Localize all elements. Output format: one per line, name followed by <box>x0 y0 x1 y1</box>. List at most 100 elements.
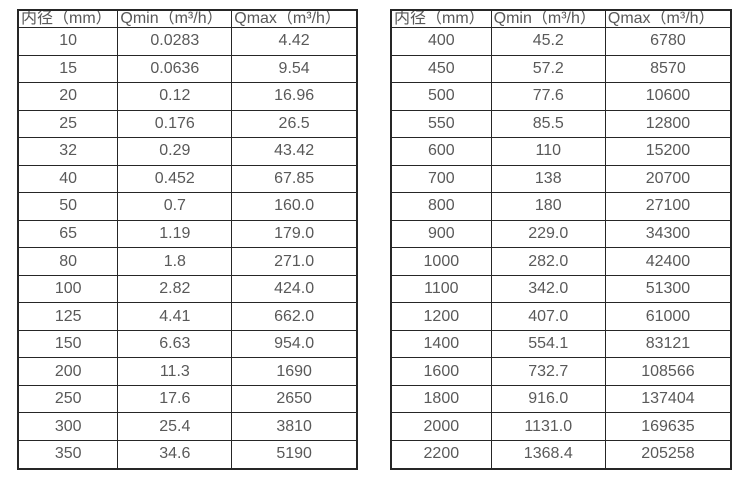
table-row: 350 34.6 5190 <box>17 439 358 470</box>
table-row: 550 85.5 12800 <box>390 109 732 139</box>
table-cell: 150 <box>17 329 119 359</box>
table-cell: 10 <box>17 27 119 56</box>
table-cell: 916.0 <box>490 384 606 414</box>
table-cell: 2.82 <box>117 274 233 304</box>
table-cell: 1690 <box>231 357 358 386</box>
table-cell: 125 <box>17 302 119 331</box>
table-row: 2200 1368.4 205258 <box>390 439 732 470</box>
table-cell: 45.2 <box>490 27 606 56</box>
table-cell: 0.0636 <box>117 54 233 84</box>
table-row: 400 45.2 6780 <box>390 27 732 56</box>
column-header: Qmin（m³/h） <box>117 9 233 28</box>
table-cell: 2000 <box>390 412 492 441</box>
table-cell: 450 <box>390 54 492 84</box>
table-row: 40 0.452 67.85 <box>17 164 358 194</box>
table-cell: 1600 <box>390 357 492 386</box>
table-cell: 16.96 <box>231 82 358 111</box>
table-cell: 424.0 <box>231 274 358 304</box>
table-cell: 1.19 <box>117 219 233 249</box>
table-cell: 27100 <box>604 192 732 221</box>
table-row: 1400 554.1 83121 <box>390 329 732 359</box>
table-row: 1600 732.7 108566 <box>390 357 732 386</box>
table-row: 1100 342.0 51300 <box>390 274 732 304</box>
table-cell: 180 <box>490 192 606 221</box>
table-cell: 77.6 <box>490 82 606 111</box>
table-cell: 1131.0 <box>490 412 606 441</box>
table-cell: 900 <box>390 219 492 249</box>
table-cell: 138 <box>490 164 606 194</box>
table-cell: 15 <box>17 54 119 84</box>
table-cell: 2650 <box>231 384 358 414</box>
table-cell: 80 <box>17 247 119 276</box>
table-cell: 51300 <box>604 274 732 304</box>
table-cell: 57.2 <box>490 54 606 84</box>
table-row: 20 0.12 16.96 <box>17 82 358 111</box>
column-header: 内径（mm） <box>17 9 119 28</box>
table-cell: 10600 <box>604 82 732 111</box>
column-header: Qmax（m³/h） <box>604 9 732 28</box>
column-header: Qmin（m³/h） <box>490 9 606 28</box>
table-cell: 2200 <box>390 439 492 470</box>
table-row: 50 0.7 160.0 <box>17 192 358 221</box>
table-cell: 15200 <box>604 137 732 166</box>
header-row: 内径（mm） Qmin（m³/h） Qmax（m³/h） <box>17 9 358 28</box>
table-cell: 700 <box>390 164 492 194</box>
table-cell: 169635 <box>604 412 732 441</box>
table-row: 200 11.3 1690 <box>17 357 358 386</box>
table-cell: 1368.4 <box>490 439 606 470</box>
table-row: 600 110 15200 <box>390 137 732 166</box>
table-row: 450 57.2 8570 <box>390 54 732 84</box>
table-cell: 25.4 <box>117 412 233 441</box>
table-row: 250 17.6 2650 <box>17 384 358 414</box>
table-cell: 342.0 <box>490 274 606 304</box>
table-row: 900 229.0 34300 <box>390 219 732 249</box>
table-cell: 1200 <box>390 302 492 331</box>
table-cell: 400 <box>390 27 492 56</box>
table-cell: 1000 <box>390 247 492 276</box>
table-cell: 20 <box>17 82 119 111</box>
table-cell: 407.0 <box>490 302 606 331</box>
table-cell: 20700 <box>604 164 732 194</box>
table-cell: 200 <box>17 357 119 386</box>
table-cell: 108566 <box>604 357 732 386</box>
table-cell: 0.29 <box>117 137 233 166</box>
table-row: 500 77.6 10600 <box>390 82 732 111</box>
table-cell: 271.0 <box>231 247 358 276</box>
table-row: 15 0.0636 9.54 <box>17 54 358 84</box>
table-cell: 600 <box>390 137 492 166</box>
table-cell: 9.54 <box>231 54 358 84</box>
table-cell: 137404 <box>604 384 732 414</box>
table-row: 2000 1131.0 169635 <box>390 412 732 441</box>
column-header: 内径（mm） <box>390 9 492 28</box>
table-row: 80 1.8 271.0 <box>17 247 358 276</box>
flow-spec-table-large-diameters: 内径（mm） Qmin（m³/h） Qmax（m³/h） 400 45.2 6780 450… <box>390 9 732 470</box>
table-row: 300 25.4 3810 <box>17 412 358 441</box>
table-cell: 0.176 <box>117 109 233 139</box>
table-cell: 26.5 <box>231 109 358 139</box>
table-cell: 4.42 <box>231 27 358 56</box>
table-cell: 100 <box>17 274 119 304</box>
table-cell: 1.8 <box>117 247 233 276</box>
flow-spec-table-small-diameters: 内径（mm） Qmin（m³/h） Qmax（m³/h） 10 0.0283 4.42 15… <box>17 9 358 470</box>
table-cell: 229.0 <box>490 219 606 249</box>
table-cell: 34.6 <box>117 439 233 470</box>
table-cell: 350 <box>17 439 119 470</box>
table-cell: 300 <box>17 412 119 441</box>
table-cell: 662.0 <box>231 302 358 331</box>
table-row: 65 1.19 179.0 <box>17 219 358 249</box>
table-cell: 5190 <box>231 439 358 470</box>
table-cell: 205258 <box>604 439 732 470</box>
table-cell: 12800 <box>604 109 732 139</box>
table-row: 32 0.29 43.42 <box>17 137 358 166</box>
table-cell: 0.7 <box>117 192 233 221</box>
table-cell: 65 <box>17 219 119 249</box>
table-row: 1800 916.0 137404 <box>390 384 732 414</box>
table-row: 700 138 20700 <box>390 164 732 194</box>
table-row: 10 0.0283 4.42 <box>17 27 358 56</box>
table-cell: 160.0 <box>231 192 358 221</box>
table-cell: 1100 <box>390 274 492 304</box>
table-cell: 32 <box>17 137 119 166</box>
table-cell: 85.5 <box>490 109 606 139</box>
table-cell: 0.0283 <box>117 27 233 56</box>
table-row: 100 2.82 424.0 <box>17 274 358 304</box>
